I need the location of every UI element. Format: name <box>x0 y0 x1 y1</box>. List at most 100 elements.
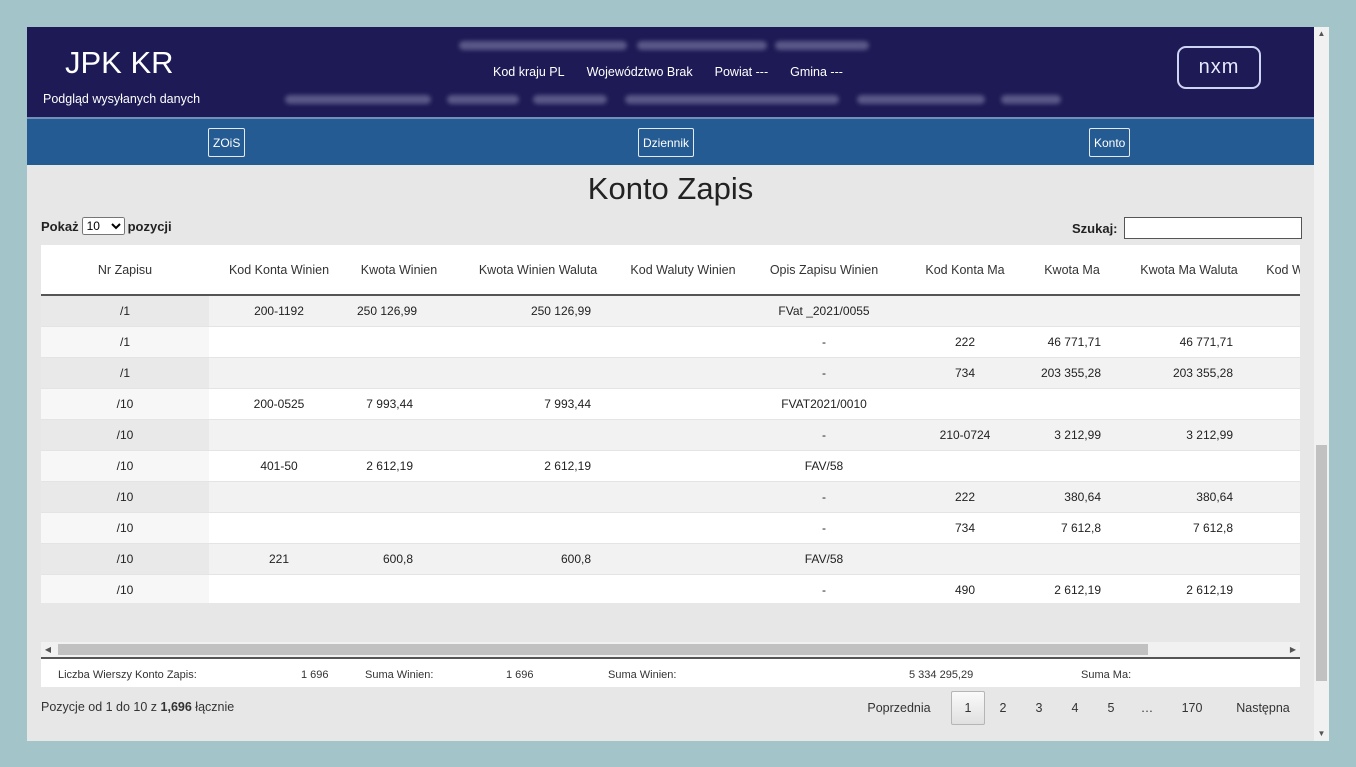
cell-kod-waluty-winien <box>627 449 739 481</box>
cell-kwota-winien: 2 612,19 <box>349 449 449 481</box>
cell-kwota-ma-waluta: 380,64 <box>1123 480 1255 512</box>
cell-kod-waluty-winien <box>627 387 739 419</box>
column-header-kwota-winien-waluta[interactable]: Kwota Winien Waluta <box>449 245 627 296</box>
column-header-kod-waluty[interactable]: Kod Waluty <box>1255 245 1300 296</box>
scroll-left-icon[interactable]: ◀ <box>44 645 52 654</box>
scroll-right-icon[interactable]: ▶ <box>1289 645 1297 654</box>
cell-nr-zapisu: /10 <box>41 480 209 512</box>
column-header-kod-waluty-winien[interactable]: Kod Waluty Winien <box>627 245 739 296</box>
pagination-page-170[interactable]: 170 <box>1181 701 1203 715</box>
cell-kod-konta-ma: 222 <box>909 325 1021 357</box>
cell-nr-zapisu: /10 <box>41 573 209 603</box>
cell-kod-waluty: PLN <box>1255 325 1300 357</box>
pagination-page-2[interactable]: 2 <box>999 701 1007 715</box>
cell-kod-waluty-winien <box>627 325 739 357</box>
sum-winien-label-2: Suma Winien: <box>608 669 677 681</box>
vertical-scroll-thumb[interactable] <box>1316 445 1327 681</box>
cell-kwota-ma-waluta <box>1123 449 1255 481</box>
cell-kwota-winien-waluta <box>449 480 627 512</box>
redacted-regon <box>775 41 869 50</box>
app-subtitle: Podgląd wysyłanych danych <box>43 92 201 106</box>
cell-kod-konta-ma: 734 <box>909 511 1021 543</box>
header-bar: JPK KR Podgląd wysyłanych danych Kod kra… <box>27 27 1314 117</box>
pagination-page-5[interactable]: 5 <box>1107 701 1115 715</box>
konto-zapis-table: Nr Zapisu Kod Konta Winien Kwota Winien Kwo… <box>41 245 1300 603</box>
cell-kwota-winien <box>349 480 449 512</box>
info-total: 1,696 <box>160 700 192 714</box>
column-header-kwota-ma-waluta[interactable]: Kwota Ma Waluta <box>1123 245 1255 296</box>
cell-kwota-winien-waluta <box>449 325 627 357</box>
commune: Gmina --- <box>790 65 843 79</box>
cell-opis-zapisu-winien: - <box>739 573 909 603</box>
pagination-page-3[interactable]: 3 <box>1035 701 1043 715</box>
cell-kod-waluty: PLN <box>1255 511 1300 543</box>
cell-kwota-winien-waluta <box>449 573 627 603</box>
cell-kwota-ma-waluta <box>1123 542 1255 574</box>
cell-kod-konta-winien: 221 <box>209 542 349 574</box>
scroll-up-icon[interactable]: ▲ <box>1317 29 1326 38</box>
cell-kod-konta-winien: 401-50 <box>209 449 349 481</box>
cell-kwota-winien <box>349 418 449 450</box>
vertical-scrollbar[interactable]: ▲ ▼ <box>1314 27 1329 741</box>
cell-kod-konta-winien: 200-0525 <box>209 387 349 419</box>
pagination-next[interactable]: Następna <box>1236 701 1290 715</box>
cell-kod-waluty: PLN <box>1255 542 1300 574</box>
cell-kod-konta-winien <box>209 325 349 357</box>
show-suffix: pozycji <box>127 218 172 234</box>
redacted-postcode <box>857 95 985 104</box>
cell-kod-konta-winien <box>209 418 349 450</box>
nav-dziennik-button[interactable]: Dziennik <box>638 128 695 157</box>
country-code: Kod kraju PL <box>493 65 565 79</box>
nav-konto-button[interactable]: Konto <box>1089 128 1131 157</box>
cell-kwota-winien-waluta: 250 126,99 <box>449 294 627 326</box>
cell-kwota-winien <box>349 511 449 543</box>
cell-kod-konta-winien <box>209 356 349 388</box>
cell-kwota-ma: 46 771,71 <box>1021 325 1123 357</box>
column-header-kod-konta-winien[interactable]: Kod Konta Winien <box>209 245 349 296</box>
cell-kwota-winien-waluta <box>449 418 627 450</box>
pagination-page-1[interactable]: 1 <box>951 691 985 725</box>
app-window: JPK KR Podgląd wysyłanych danych Kod kra… <box>27 27 1329 741</box>
cell-kod-konta-ma: 222 <box>909 480 1021 512</box>
cell-kwota-ma <box>1021 542 1123 574</box>
search-input[interactable] <box>1123 217 1302 239</box>
horizontal-scrollbar[interactable]: ◀ ▶ <box>41 642 1300 657</box>
info-suffix: łącznie <box>191 700 235 714</box>
cell-kwota-winien-waluta <box>449 511 627 543</box>
horizontal-scroll-thumb[interactable] <box>58 644 1148 655</box>
table-header-row: Nr Zapisu Kod Konta Winien Kwota Winien Kwo… <box>41 245 1300 296</box>
column-header-nr-zapisu[interactable]: Nr Zapisu <box>41 245 209 296</box>
column-header-kod-konta-ma[interactable]: Kod Konta Ma <box>909 245 1021 296</box>
cell-kod-waluty-winien <box>627 418 739 450</box>
page-length-select[interactable]: 10 <box>81 217 125 235</box>
column-header-opis-zapisu-winien[interactable]: Opis Zapisu Winien <box>739 245 909 296</box>
table-scroll-area: Nr Zapisu Kod Konta Winien Kwota Winien Kwo… <box>41 245 1300 603</box>
show-label: Pokaż <box>41 218 79 234</box>
search-label: Szukaj: <box>1072 220 1118 236</box>
cell-kwota-winien <box>349 356 449 388</box>
pagination-page-4[interactable]: 4 <box>1071 701 1079 715</box>
scroll-down-icon[interactable]: ▼ <box>1317 729 1326 738</box>
cell-nr-zapisu: /10 <box>41 542 209 574</box>
column-header-kwota-winien[interactable]: Kwota Winien <box>349 245 449 296</box>
cell-kod-waluty: PLN <box>1255 387 1300 419</box>
address-line: Kod kraju PL Województwo Brak Powiat ---… <box>493 65 843 79</box>
redacted-company-name <box>459 41 627 50</box>
pagination-previous[interactable]: Poprzednia <box>867 701 931 715</box>
cell-kod-waluty-winien <box>627 573 739 603</box>
cell-nr-zapisu: /1 <box>41 325 209 357</box>
cell-nr-zapisu: /10 <box>41 387 209 419</box>
nav-zois-button[interactable]: ZOiS <box>208 128 246 157</box>
cell-kod-konta-winien <box>209 480 349 512</box>
cell-kod-konta-winien <box>209 511 349 543</box>
cell-opis-zapisu-winien: FVAT2021/0010 <box>739 387 909 419</box>
cell-kwota-ma-waluta <box>1123 387 1255 419</box>
region: Województwo Brak <box>586 65 693 79</box>
table-info: Pozycje od 1 do 10 z 1,696 łącznie <box>41 700 234 714</box>
cell-kwota-ma: 203 355,28 <box>1021 356 1123 388</box>
column-header-kwota-ma[interactable]: Kwota Ma <box>1021 245 1123 296</box>
redacted-city <box>625 95 839 104</box>
cell-kod-waluty-winien <box>627 294 739 326</box>
